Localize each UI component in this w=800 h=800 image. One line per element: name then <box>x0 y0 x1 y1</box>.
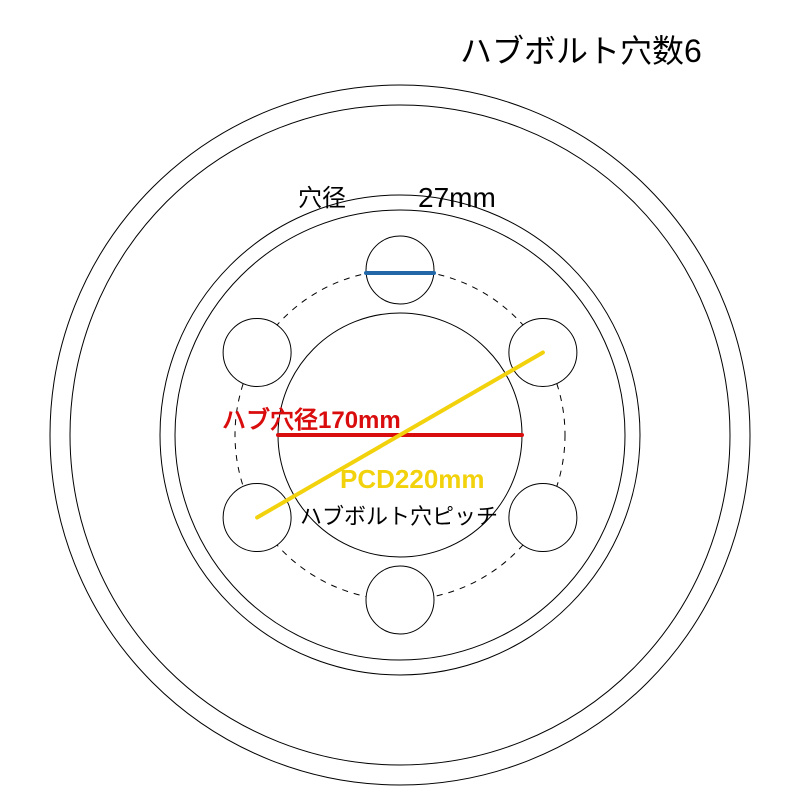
bolt-hole-0 <box>366 236 434 304</box>
bolt-hole-2 <box>509 484 577 552</box>
label-hub_dia: ハブ穴径170mm <box>222 409 401 433</box>
bolt-hole-3 <box>366 566 434 634</box>
label-pitch: ハブボルト穴ピッチ <box>300 506 498 528</box>
bolt-hole-5 <box>223 319 291 387</box>
label-bolt_dia_jp: 穴径 <box>298 187 346 211</box>
diagram-stage: ハブボルト穴数6 穴径 27mm ハブ穴径170mm PCD220mm ハブボルト穴ピッチ <box>0 0 800 800</box>
label-pcd: PCD220mm <box>340 466 485 492</box>
hub-diagram-svg <box>0 0 800 800</box>
label-bolt_dia_val: 27mm <box>418 184 496 212</box>
label-title: ハブボルト穴数6 <box>460 35 702 67</box>
